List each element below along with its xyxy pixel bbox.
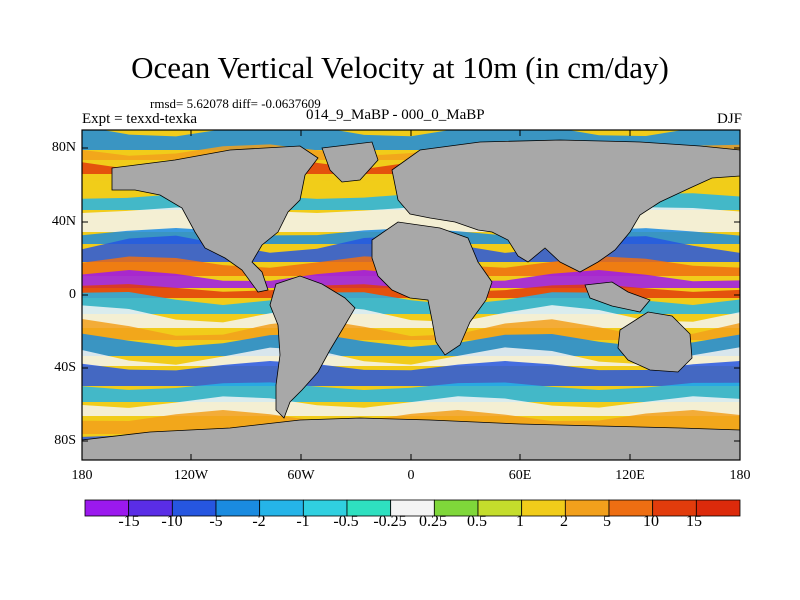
lon-label-0: 0: [407, 468, 415, 483]
colorbar-label: -0.5: [333, 513, 359, 530]
colorbar-label: 15: [686, 513, 702, 530]
colorbar-label: -10: [161, 513, 183, 530]
lon-label-120e: 120E: [615, 468, 645, 483]
colorbar-label: 10: [643, 513, 659, 530]
land-masses: [82, 139, 740, 460]
land-eurasia: [391, 139, 740, 273]
land-greenland: [321, 141, 379, 183]
lat-label-40n: 40N: [51, 214, 76, 229]
colorbar-label: 0.5: [467, 513, 487, 530]
lon-label-60e: 60E: [508, 468, 532, 483]
lat-label-40s: 40S: [54, 360, 76, 375]
season-label: DJF: [716, 111, 742, 127]
land-north-america: [111, 145, 319, 293]
velocity-band: [82, 305, 740, 328]
colorbar-swatch: [695, 499, 741, 517]
land-australia: [617, 311, 693, 373]
stats-line: rmsd= 5.62078 diff= -0.0637609: [150, 96, 321, 111]
lat-label-80s: 80S: [54, 433, 76, 448]
colorbar-label: -1: [296, 513, 310, 530]
colorbar: [84, 499, 741, 517]
land-indonesia: [584, 281, 651, 313]
velocity-band: [82, 347, 740, 366]
colorbar-label: 5: [603, 513, 611, 530]
period-label: 014_9_MaBP - 000_0_MaBP: [306, 107, 485, 123]
lat-label-0: 0: [69, 287, 76, 302]
lat-label-80n: 80N: [51, 140, 76, 155]
lon-label-60w: 60W: [287, 468, 315, 483]
colorbar-label: 2: [560, 513, 568, 530]
map-title: Ocean Vertical Velocity at 10m (in cm/da…: [131, 50, 669, 85]
velocity-band: [82, 361, 740, 386]
lon-label-180e: 180: [729, 468, 751, 483]
velocity-band: [82, 319, 740, 340]
colorbar-label: -15: [118, 513, 140, 530]
velocity-band: [82, 333, 740, 356]
velocity-band: [82, 396, 740, 416]
colorbar-label: -2: [252, 513, 266, 530]
experiment-label: Expt = texxd-texka: [82, 111, 198, 127]
colorbar-label: 1: [516, 513, 524, 530]
velocity-band: [82, 382, 740, 402]
colorbar-label: 0.25: [419, 513, 447, 530]
lon-label-120w: 120W: [173, 468, 209, 483]
colorbar-label: -5: [209, 513, 223, 530]
axis-ticks: [81, 130, 741, 460]
lon-label-180w: 180: [71, 468, 93, 483]
land-south-america: [269, 275, 356, 419]
land-antarctica: [82, 417, 740, 460]
land-africa: [371, 221, 493, 356]
field-layer: [82, 130, 740, 460]
colorbar-label: -0.25: [373, 513, 407, 530]
